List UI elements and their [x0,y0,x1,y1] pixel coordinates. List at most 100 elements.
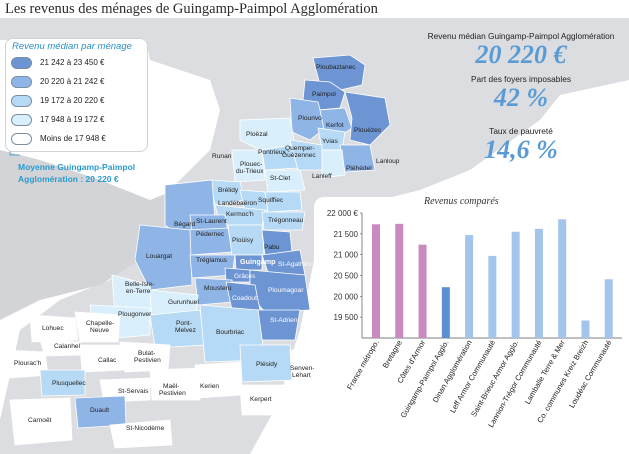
stat-poverty: Taux de pauvreté 14,6 % [421,126,621,164]
commune-kerpert [239,384,291,416]
bar [441,287,450,338]
commune-callac [79,344,126,373]
legend-title: Revenu médian par ménage [12,41,132,52]
commune-lohuec [29,314,79,343]
y-tick-label: 21 000 [334,251,359,260]
legend-label-2: 20 220 à 21 242 € [40,77,105,86]
x-tick-label: Loudéac Communauté [567,339,613,410]
label-bulat-1: Bulat- [138,350,155,357]
label-senven-2: Léhart [292,372,311,379]
bar [488,255,497,338]
commune-plouec [231,149,266,183]
bar [558,219,567,338]
label-bulat-2: Pestivien [134,357,161,364]
stat-poverty-label: Taux de pauvreté [489,126,553,136]
stat-taxable-value: 42 % [493,83,549,112]
label-quemper-2: Guézennec [282,152,316,159]
y-tick-label: 20 000 [334,292,359,301]
label-louargat: Louargat [146,253,172,260]
legend-row-5: Moins de 17 948 € [11,132,106,145]
label-mousteru: Mousteru [204,285,232,292]
label-runan: Runan [212,153,232,160]
page-title: Les revenus des ménages de Guingamp-Paim… [5,1,378,17]
legend-row-4: 17 948 à 19 172 € [11,113,105,126]
label-gurunhuel: Gurunhuel [168,299,199,306]
label-kerfot: Kerfot [326,122,344,129]
commune-tregonneau [261,211,306,231]
bar [534,228,543,338]
legend-swatch-1 [11,56,32,69]
label-senven-1: Senven- [290,365,315,372]
label-st-laurent: St-Laurent [196,218,227,225]
stat-median-value: 20 220 € [475,40,567,69]
label-plouec-1: Plouec- [240,161,262,168]
label-duault: Duault [90,407,109,414]
label-kermoch: Kermoc'h [226,211,254,218]
label-guingamp: Guingamp [240,257,276,266]
label-kerpert: Kerpert [250,396,272,403]
label-graces: Grâces [234,273,256,280]
bar [418,244,427,338]
label-st-nicodeme: St-Nicodème [126,425,164,432]
label-plusquellec: Plusquellec [52,380,86,387]
legend-label-3: 19 172 à 20 220 € [40,96,105,105]
legend-swatch-5 [11,132,32,145]
label-st-servais: St-Servais [118,388,149,395]
stat-poverty-value: 14,6 % [484,135,558,164]
label-st-adrien: St-Adrien [270,317,298,324]
label-callac: Callac [98,357,117,364]
legend-swatch-2 [11,75,32,88]
commune-carnoet [9,397,73,446]
label-bourbriac: Bourbriac [216,329,245,336]
commune-squiffiec [264,191,303,213]
label-squiffiec: Squiffiec [258,197,284,204]
commune-st-servais [99,377,151,403]
legend-label-5: Moins de 17 948 € [40,134,106,143]
label-carnoet: Carnoët [28,417,52,424]
label-lohuec: Lohuec [42,325,64,332]
label-chapelle-neuve-2: Neuve [90,327,109,334]
legend-row-1: 21 242 à 23 450 € [11,56,105,69]
y-tick-label: 22 000 € [327,209,359,218]
label-chapelle-neuve-1: Chapelle- [86,320,114,327]
commune-plusquellec [39,369,86,397]
label-brelidy: Brélidy [218,187,239,194]
label-pont-melvez-1: Pont- [176,320,192,327]
label-belle-isle-2: en-Terre [126,288,151,295]
label-plesidy: Plésidy [256,361,278,368]
commune-louargat [134,224,193,291]
label-tregonneau: Trégonneau [268,217,304,224]
commune-quemper [289,139,323,171]
legend-row-3: 19 172 à 20 220 € [11,94,105,107]
label-pontrieux: Pontrieux [258,149,287,156]
label-plouisy: Ploüisy [232,237,254,244]
commune-guingamp [234,254,263,271]
legend-median-note: Moyenne Guingamp-Paimpol Agglomération :… [18,161,135,185]
bar [395,223,404,338]
y-tick-label: 19 500 [334,313,359,322]
stat-median-label: Revenu médian Guingamp-Paimpol Aggloméra… [427,31,615,41]
land-gray-left [0,150,175,320]
commune-calanhel [39,339,81,357]
label-treglamus: Tréglamus [196,257,228,264]
x-tick-label: Bretagne [381,339,404,370]
commune-st-nicodeme [109,419,173,449]
label-calanhel: Calanhel [54,343,81,350]
stat-taxable-label: Part des foyers imposables [470,74,572,84]
bar [604,279,613,338]
legend-median-line2: Agglomération : 20 220 € [18,174,119,184]
label-lanleff: Lanleff [312,173,332,180]
commune-kerien [194,361,243,399]
stat-taxable: Part des foyers imposables 42 % [421,74,621,112]
label-st-clet: St-Clet [270,175,290,182]
legend-median-line1: Moyenne Guingamp-Paimpol [18,162,136,172]
label-mael-1: Maël- [163,383,180,390]
x-tick-label: France métropo. [345,339,381,392]
label-yvias: Yvias [322,138,338,145]
label-coadout: Coadout [232,295,257,302]
label-kerien: Kerien [200,383,219,390]
label-pont-melvez-2: Melvez [175,327,196,334]
chart-title: Revenus comparés [424,196,499,207]
communes [4,54,391,449]
stat-median: Revenu médian Guingamp-Paimpol Aggloméra… [421,31,621,69]
